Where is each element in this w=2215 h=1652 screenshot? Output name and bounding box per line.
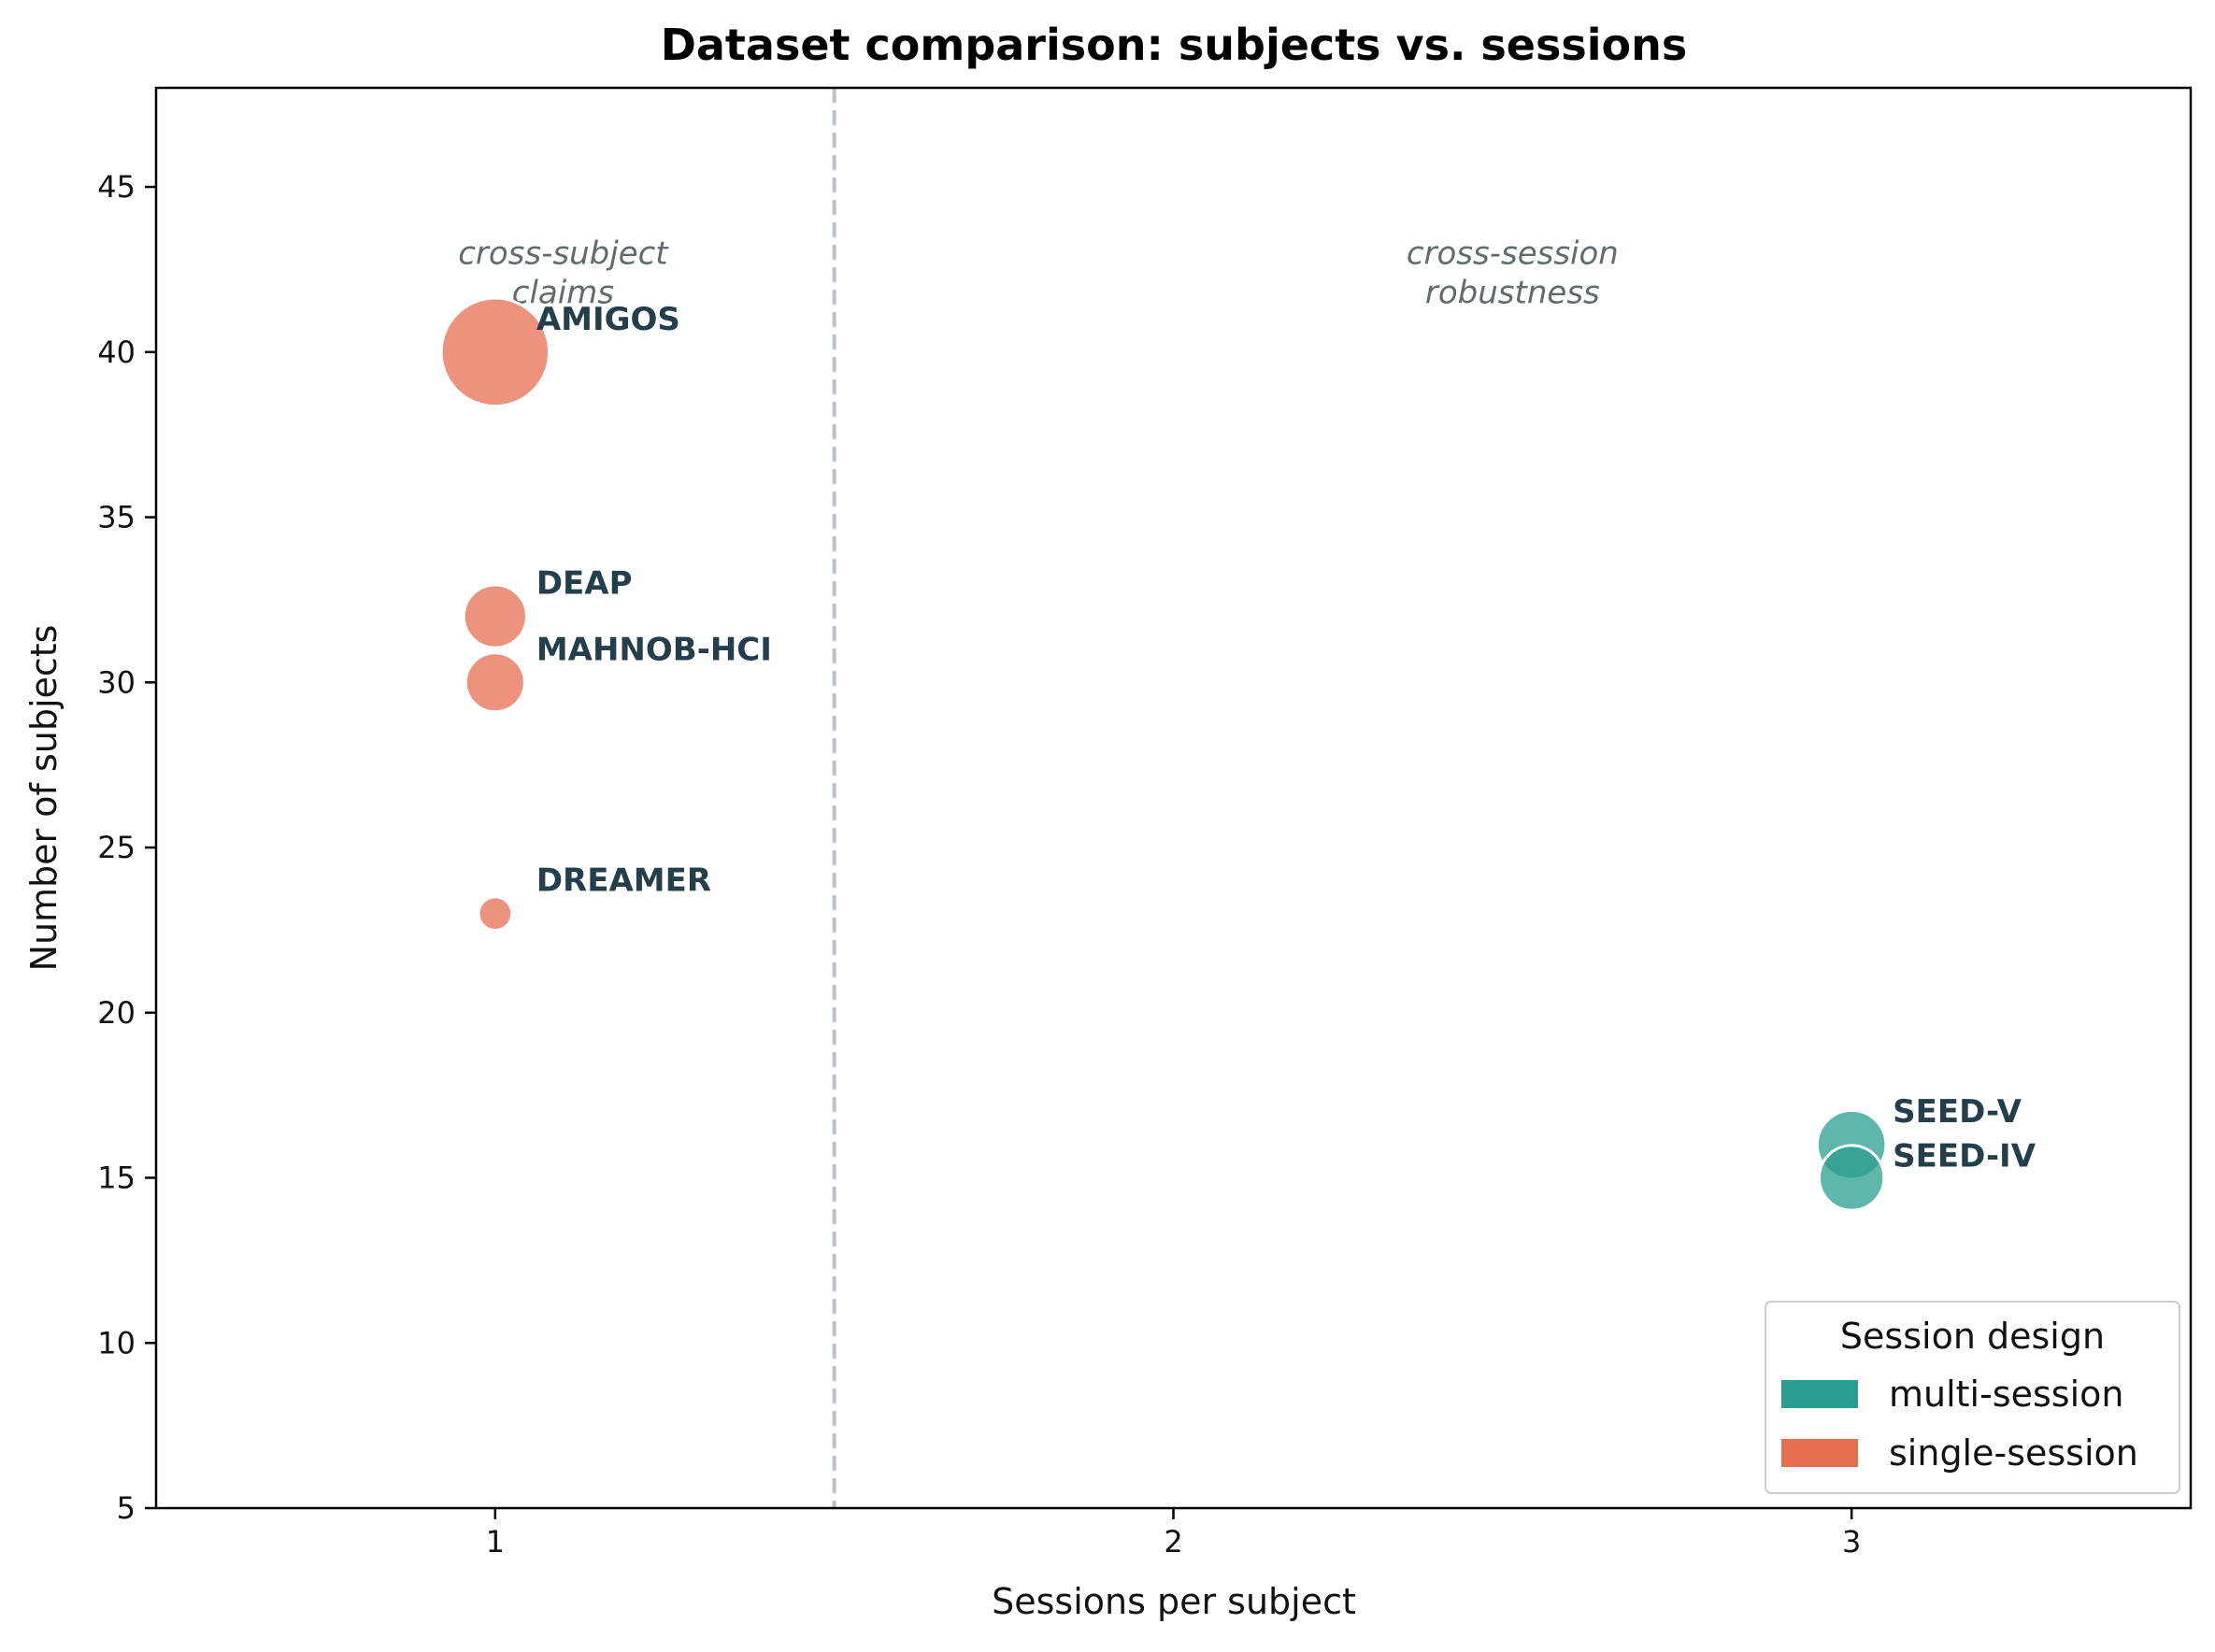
point-label: MAHNOB-HCI <box>536 631 772 668</box>
chart-title: Dataset comparison: subjects vs. session… <box>661 20 1688 70</box>
x-axis-label: Sessions per subject <box>992 1581 1356 1622</box>
data-point-seed-iv <box>1818 1144 1886 1212</box>
x-tick-label: 2 <box>1164 1524 1182 1559</box>
y-tick-label: 45 <box>97 169 136 205</box>
point-label: DREAMER <box>536 862 711 900</box>
y-tick-label: 15 <box>97 1161 136 1196</box>
region-label: cross-subject claims <box>458 235 669 312</box>
legend-entry-label: single-session <box>1889 1432 2138 1474</box>
region-label-line: cross-subject <box>458 235 669 273</box>
point-label: SEED-IV <box>1893 1138 2036 1175</box>
y-tick-label: 40 <box>97 335 136 370</box>
point-label: DEAP <box>536 565 633 603</box>
legend-box <box>1765 1301 2180 1494</box>
point-label: SEED-V <box>1893 1093 2022 1131</box>
data-point-amigos <box>439 296 551 408</box>
x-tick-label: 3 <box>1842 1524 1861 1559</box>
point-label: AMIGOS <box>536 301 680 338</box>
y-tick-label: 10 <box>97 1325 136 1360</box>
legend-title: Session design <box>1840 1316 2105 1357</box>
x-tick-label: 1 <box>486 1524 505 1559</box>
data-point-mahnob-hci <box>464 651 526 714</box>
y-tick-label: 35 <box>97 500 136 535</box>
y-tick-label: 20 <box>97 995 136 1031</box>
legend-swatch <box>1781 1380 1858 1408</box>
data-point-deap <box>462 583 528 649</box>
region-label-line: robustness <box>1425 275 1600 312</box>
y-tick-label: 5 <box>117 1490 136 1526</box>
data-point-dreamer <box>477 895 514 933</box>
region-label: cross-session robustness <box>1407 235 1619 312</box>
y-tick-label: 25 <box>97 830 136 865</box>
legend-entry-label: multi-session <box>1889 1374 2124 1415</box>
legend-swatch <box>1781 1439 1858 1467</box>
region-label-line: cross-session <box>1407 235 1619 273</box>
y-axis-label: Number of subjects <box>23 625 64 972</box>
plot-area-frame <box>154 86 2193 1510</box>
legend: Session design multi-session single-sessio… <box>1765 1301 2180 1494</box>
y-tick-label: 30 <box>97 664 136 700</box>
region-label-line: claims <box>512 275 614 312</box>
